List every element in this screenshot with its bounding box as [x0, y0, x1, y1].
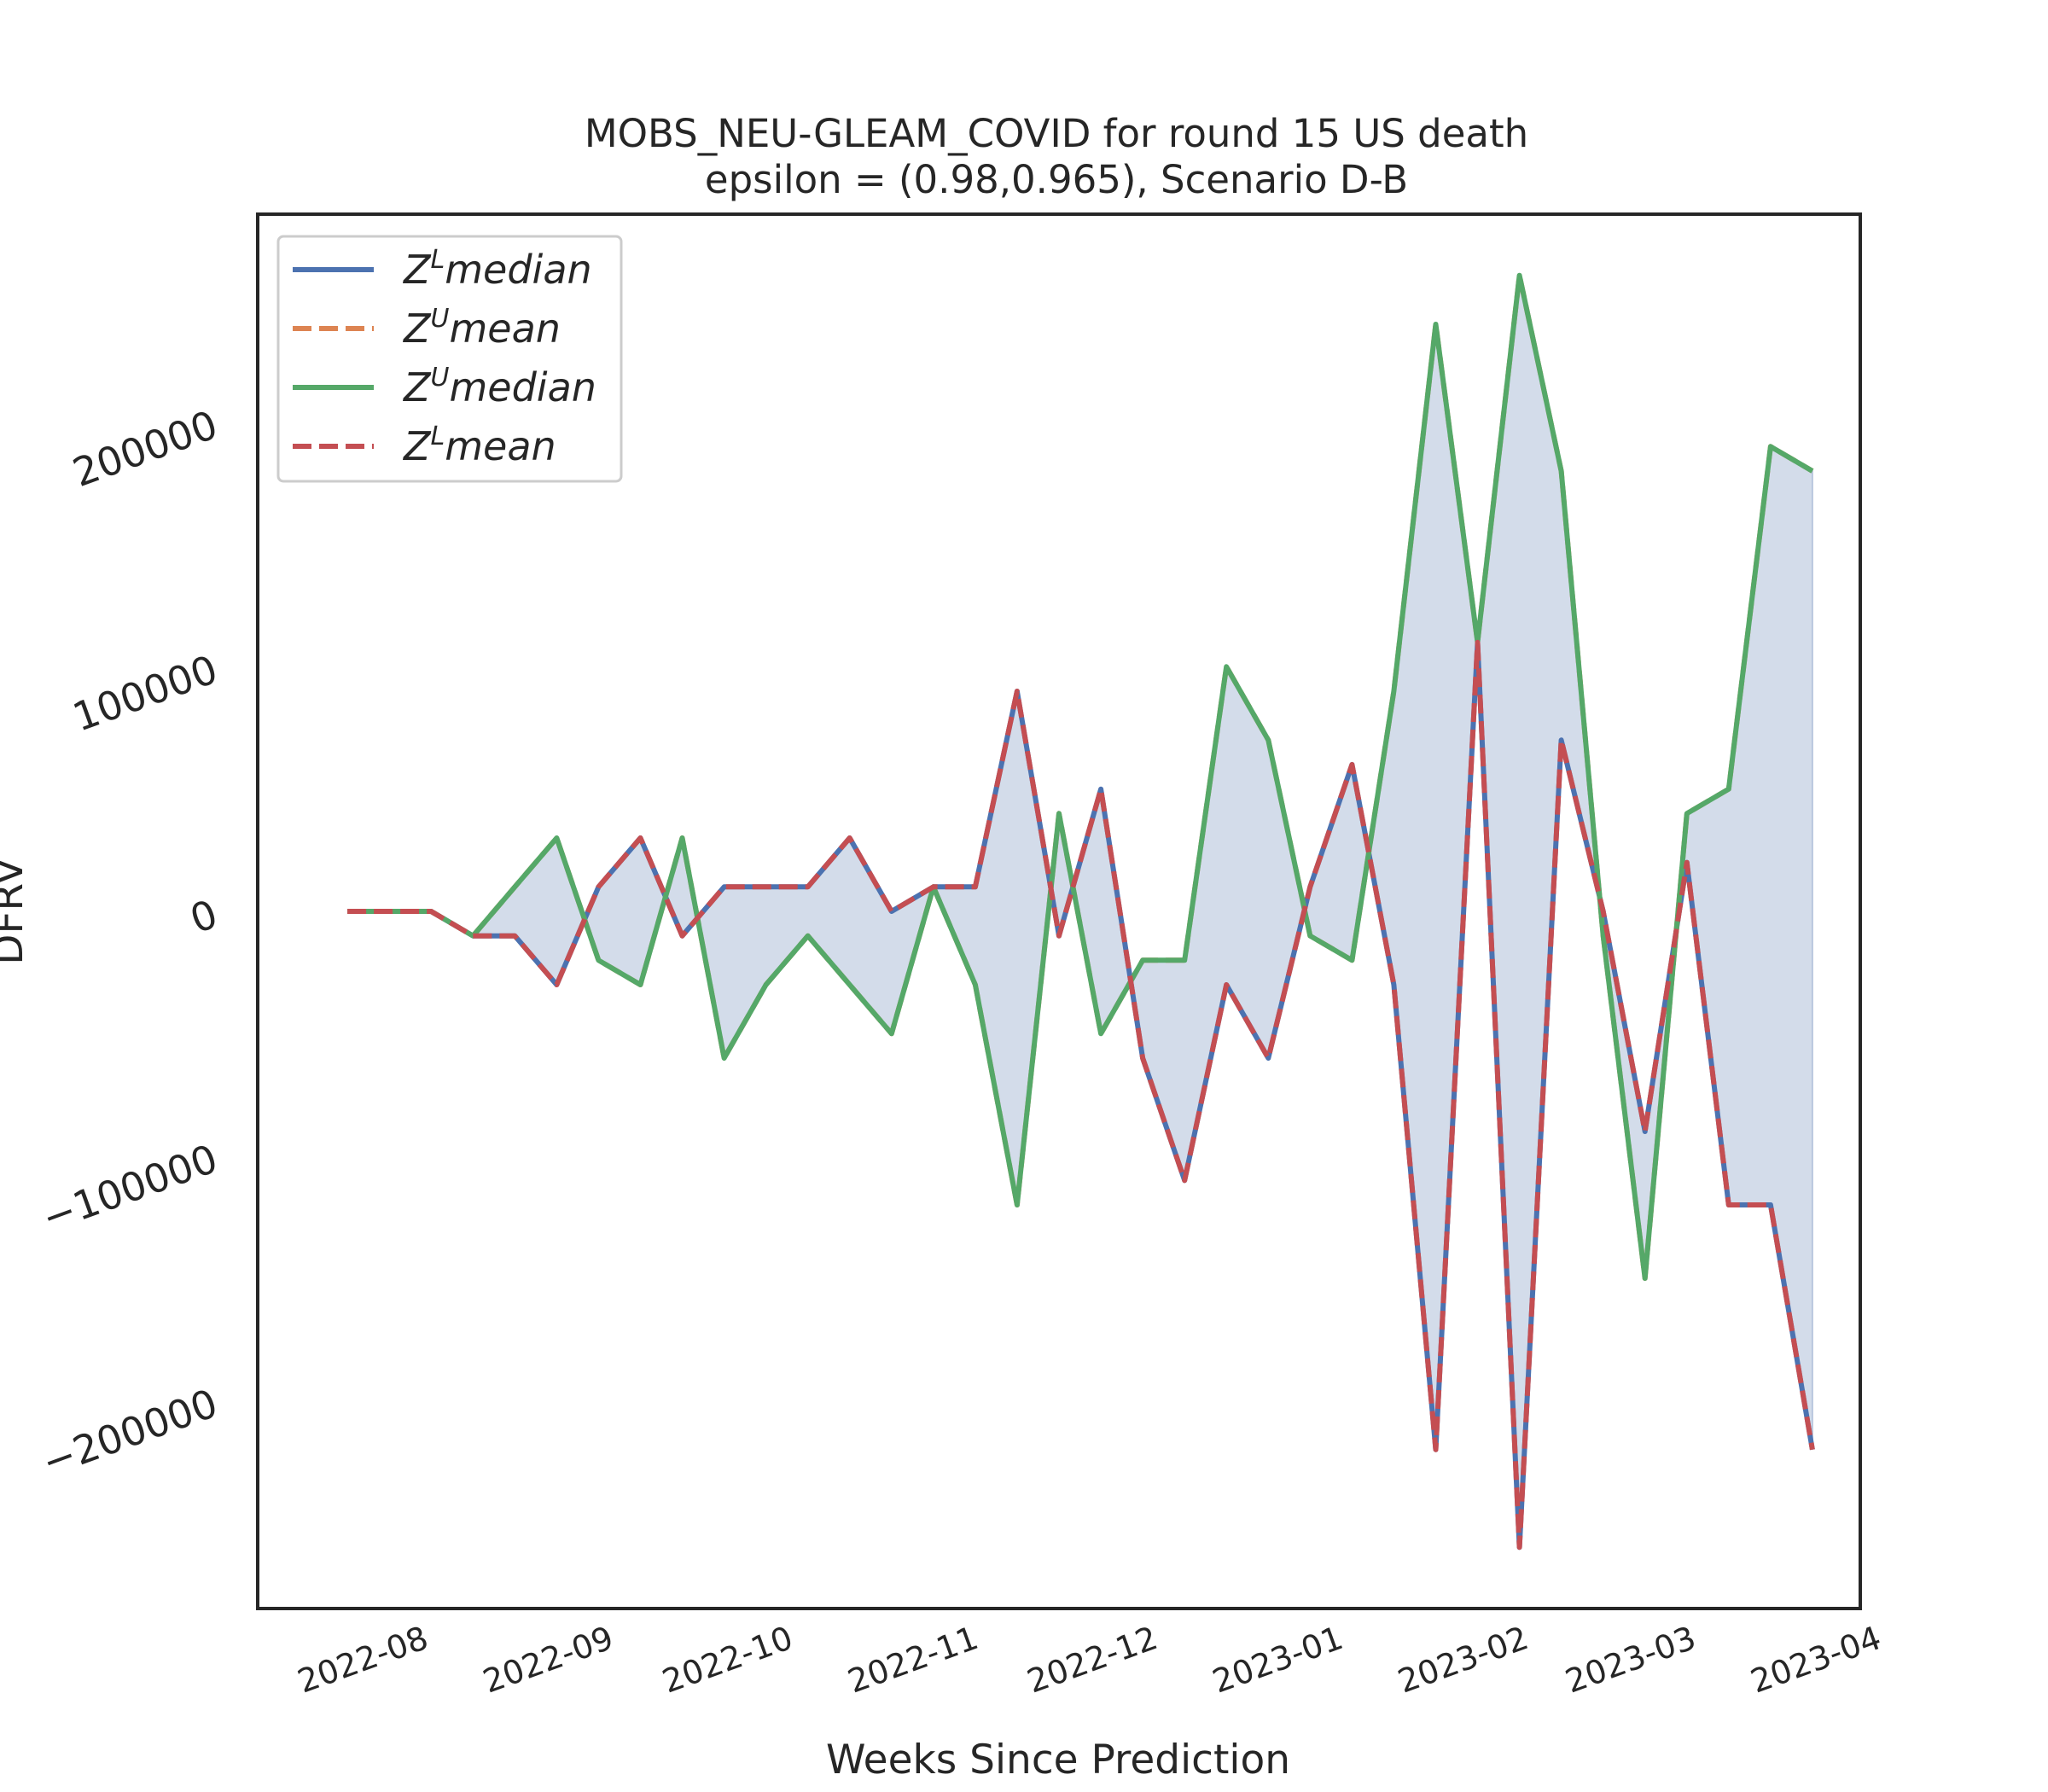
series-line-zu-median	[347, 272, 1814, 1281]
y-tick-label: −200000	[36, 1380, 224, 1486]
legend-label: ZUmedian	[402, 363, 596, 410]
y-tick-label: −100000	[36, 1135, 224, 1241]
x-tick-label: 2023-02	[1393, 1619, 1533, 1701]
series-line-zl-mean	[347, 639, 1815, 1551]
plot-area	[256, 212, 1862, 1610]
chart-subtitle: epsilon = (0.98,0.965), Scenario D-B	[705, 157, 1408, 202]
legend-label: ZUmean	[402, 304, 561, 352]
x-axis-label: Weeks Since Prediction	[826, 1737, 1290, 1783]
y-tick-label: 200000	[67, 401, 223, 496]
legend-label: ZLmean	[402, 422, 556, 469]
legend-label: ZLmedian	[402, 245, 592, 293]
y-tick-label: 0	[184, 891, 224, 943]
x-tick-label: 2023-01	[1207, 1619, 1347, 1701]
x-tick-label: 2022-08	[293, 1619, 433, 1701]
x-tick-label: 2022-09	[478, 1619, 618, 1701]
y-axis-label: DFRV	[0, 858, 32, 964]
x-axis: 2022-08 2022-09 2022-10 2022-11 2022-12 2023-…	[293, 1619, 1886, 1701]
series-line-zl-median	[347, 639, 1815, 1551]
plot-frame	[256, 212, 1862, 1610]
x-tick-label: 2023-04	[1746, 1619, 1886, 1701]
x-tick-label: 2022-12	[1022, 1619, 1162, 1701]
legend: ZLmedian ZUmean ZUmedian ZLmean	[276, 235, 623, 483]
chart-title: MOBS_NEU-GLEAM_COVID for round 15 US dea…	[585, 111, 1528, 156]
x-tick-label: 2022-10	[657, 1619, 797, 1701]
x-tick-label: 2023-03	[1561, 1619, 1701, 1701]
y-axis: −200000 −100000 0 100000 200000	[36, 401, 224, 1486]
x-tick-label: 2022-11	[843, 1619, 983, 1701]
legend-box	[276, 235, 623, 483]
y-tick-label: 100000	[67, 646, 223, 741]
